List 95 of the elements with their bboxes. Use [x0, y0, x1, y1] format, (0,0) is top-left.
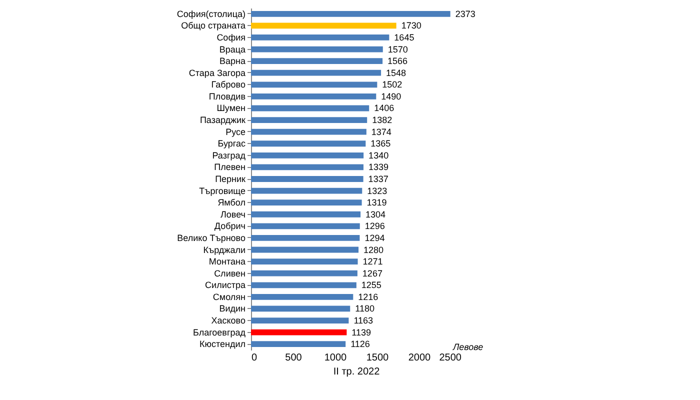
x-axis-title: II тр. 2022: [333, 366, 380, 378]
bar: [251, 46, 383, 52]
data-label: 1304: [366, 209, 386, 220]
y-tick-label: Плевен: [214, 162, 246, 172]
bar: [251, 223, 360, 230]
y-tick-label: Благоевград: [193, 327, 246, 338]
y-tick-label: Пазарджик: [200, 115, 246, 126]
data-label: 1267: [362, 268, 382, 278]
y-tick-label: Перник: [215, 174, 246, 184]
y-tick-label: Монтана: [208, 256, 246, 267]
bar: [251, 152, 364, 158]
y-tick-label: Габрово: [211, 80, 246, 90]
bar: [251, 140, 366, 147]
bar: [251, 58, 383, 64]
data-label: 1382: [372, 115, 392, 126]
data-label: 1271: [362, 256, 383, 267]
data-label: 1502: [382, 80, 402, 90]
data-label: 1374: [371, 126, 392, 137]
bar: [251, 188, 362, 194]
y-tick-label: Велико Търново: [177, 232, 246, 243]
bar: [251, 164, 364, 170]
data-label: 1340: [368, 150, 389, 160]
y-tick-label: Хасково: [211, 316, 246, 326]
y-tick-label: Разград: [212, 150, 246, 160]
bar: [251, 200, 362, 206]
x-tick-label: 0: [252, 352, 258, 364]
bar: [251, 22, 396, 29]
bar: [251, 105, 370, 112]
data-label: 1319: [366, 198, 387, 208]
data-label: 1323: [367, 186, 388, 196]
bar: [251, 341, 346, 348]
bar: [251, 82, 378, 88]
data-label: 1339: [368, 162, 389, 172]
data-label: 1337: [368, 174, 388, 184]
y-tick-label: Шумен: [216, 103, 246, 114]
y-tick-label: Добрич: [214, 221, 246, 232]
data-label: 1730: [401, 20, 422, 31]
data-label: 1126: [350, 339, 370, 350]
y-tick-label: Ямбол: [218, 198, 246, 208]
data-label: 1406: [374, 103, 394, 114]
data-label: 1570: [388, 44, 408, 54]
data-label: 1566: [388, 56, 408, 66]
x-tick-label: 1000: [324, 352, 348, 364]
data-label: 1294: [364, 232, 385, 243]
y-tick-label: Стара Загора: [188, 68, 246, 78]
bar: [251, 70, 382, 76]
data-label: 1139: [352, 327, 372, 338]
x-tick-label: 500: [285, 352, 302, 364]
bar: [251, 128, 366, 135]
data-label: 1180: [355, 304, 374, 314]
bar: [251, 246, 359, 253]
data-label: 1280: [364, 244, 384, 255]
bar: [251, 329, 347, 336]
y-tick-label: София: [216, 32, 246, 42]
bar: [251, 10, 450, 17]
y-tick-label: Кюстендил: [199, 339, 246, 350]
bar: [251, 318, 349, 324]
y-tick-label: Бургас: [218, 138, 246, 149]
bar: [251, 306, 350, 312]
bar: [251, 94, 376, 100]
bar: [251, 117, 368, 123]
y-tick-label: Ловеч: [220, 209, 246, 220]
bar: [251, 34, 390, 40]
data-label: 1490: [381, 91, 402, 102]
y-tick-label: Търговище: [199, 186, 246, 196]
x-tick-label: 2500: [439, 352, 462, 364]
y-tick-label: Варна: [220, 56, 246, 66]
bar: [251, 235, 360, 241]
y-tick-label: Смолян: [212, 292, 246, 302]
x-tick-label: 1500: [366, 352, 390, 364]
y-tick-label: Враца: [219, 44, 246, 54]
data-label: 1255: [361, 280, 382, 290]
data-label: 1296: [364, 221, 385, 232]
y-tick-label: Силистра: [205, 280, 246, 290]
data-label: 1216: [358, 292, 378, 302]
bar: [251, 282, 356, 288]
y-tick-label: Сливен: [214, 268, 246, 278]
bar: [251, 258, 358, 264]
data-label: 1645: [394, 32, 414, 42]
y-tick-label: Общо страната: [181, 20, 246, 31]
bar: [251, 176, 364, 182]
bar: [251, 294, 354, 300]
data-label: 1365: [370, 138, 391, 149]
data-label: 2373: [455, 8, 476, 19]
y-tick-label: Русе: [226, 126, 246, 137]
y-tick-label: Видин: [219, 304, 246, 314]
annotation: Левове: [452, 342, 484, 352]
bar: [251, 211, 361, 218]
y-tick-label: Кърджали: [203, 244, 246, 255]
x-tick-label: 2000: [408, 352, 432, 364]
bar: [251, 270, 358, 276]
y-tick-label: Пловдив: [208, 91, 246, 102]
y-tick-label: София(столица): [176, 8, 246, 19]
data-label: 1548: [386, 68, 406, 78]
data-label: 1163: [354, 316, 374, 326]
